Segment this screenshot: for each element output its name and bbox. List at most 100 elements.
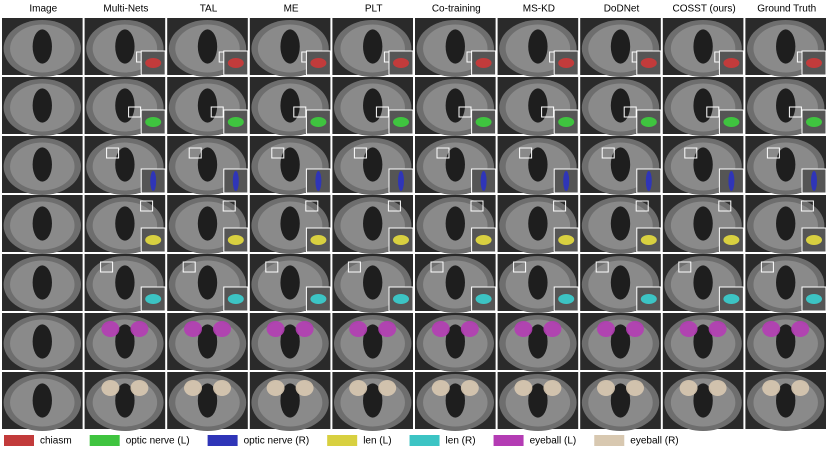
cavity <box>115 265 135 300</box>
cavity <box>363 147 383 182</box>
cavity <box>197 147 218 182</box>
inset-seg <box>398 171 404 191</box>
highlight-box <box>387 200 401 212</box>
ct-tile <box>167 18 249 77</box>
highlight-box <box>684 147 698 159</box>
legend-swatch <box>327 435 358 446</box>
ct-tile <box>662 372 744 431</box>
cavity <box>528 265 548 300</box>
ct-tile <box>332 372 413 431</box>
ct-tile <box>580 195 662 254</box>
cavity <box>363 265 383 300</box>
ct-tile <box>580 77 662 136</box>
eyeball-seg <box>762 321 781 337</box>
highlight-box <box>188 147 202 159</box>
cavity <box>115 206 135 241</box>
ct-tile <box>745 77 827 136</box>
eyeball-seg <box>626 321 645 337</box>
ct-tile <box>580 18 662 77</box>
eyeball-seg <box>708 321 727 337</box>
inset-seg <box>806 235 822 245</box>
cavity <box>610 147 631 182</box>
inset-seg <box>558 117 575 127</box>
eyeball-seg <box>708 380 727 396</box>
column-header: Co-training <box>432 4 481 15</box>
eyeball-seg <box>791 321 810 337</box>
ct-tile <box>662 18 744 77</box>
cavity <box>280 265 300 300</box>
ct-tile <box>167 77 249 136</box>
inset-seg <box>723 117 740 127</box>
inset-seg <box>310 58 327 68</box>
cavity <box>528 147 548 182</box>
highlight-box <box>601 147 615 159</box>
cavity <box>693 206 713 241</box>
ct-tile <box>415 372 496 431</box>
highlight-box <box>271 147 285 159</box>
inset-seg <box>806 294 822 304</box>
highlight-box <box>788 106 802 118</box>
inset-seg <box>640 235 657 245</box>
ct-tile <box>84 254 166 313</box>
ct-tile <box>497 254 579 313</box>
highlight-box <box>595 261 609 273</box>
ct-tile <box>662 254 744 313</box>
cavity <box>528 383 548 418</box>
cavity <box>445 147 465 182</box>
eyeball-seg <box>626 380 645 396</box>
inset-seg <box>227 294 244 304</box>
ct-tile <box>497 313 579 372</box>
ct-tile <box>745 195 827 254</box>
highlight-box <box>706 106 720 118</box>
eyeball-seg <box>295 380 314 396</box>
legend-label: len (L) <box>363 436 391 447</box>
column-header: DoDNet <box>604 4 640 15</box>
column-header: ME <box>284 4 299 15</box>
inset-seg <box>393 58 409 68</box>
inset-seg <box>806 58 822 68</box>
cavity <box>197 383 218 418</box>
eyeball-seg <box>378 321 397 337</box>
cavity <box>693 29 713 64</box>
eyeball-seg <box>101 321 120 337</box>
cavity <box>776 324 796 359</box>
highlight-box <box>470 200 484 212</box>
highlight-box <box>100 261 114 273</box>
eyeball-seg <box>213 380 232 396</box>
inset-seg <box>227 117 244 127</box>
ct-tile <box>2 372 83 431</box>
cavity <box>776 206 796 241</box>
inset-seg <box>475 58 492 68</box>
highlight-box <box>353 147 367 159</box>
eyeball-seg <box>460 321 479 337</box>
ct-tile <box>745 254 827 313</box>
ct-tile <box>497 18 579 77</box>
legend-label: chiasm <box>40 436 72 447</box>
ct-tile <box>415 254 497 313</box>
inset-seg <box>310 117 327 127</box>
highlight-box <box>293 106 307 118</box>
inset-seg <box>806 117 822 127</box>
eyeball-seg <box>431 321 450 337</box>
ct-tile <box>662 77 744 136</box>
legend-label: optic nerve (R) <box>244 436 310 447</box>
eyeball-seg <box>514 321 533 337</box>
cavity <box>280 29 300 64</box>
cavity <box>528 324 548 359</box>
column-header: COSST (ours) <box>673 4 736 15</box>
inset-seg <box>315 171 322 191</box>
highlight-box <box>513 261 527 273</box>
inset-seg <box>475 235 492 245</box>
inset-seg <box>393 235 409 245</box>
inset-seg <box>480 171 487 191</box>
inset-seg <box>558 294 575 304</box>
eyeball-seg <box>596 380 615 396</box>
ct-tile <box>2 195 83 254</box>
ct-tile <box>167 372 248 431</box>
eyeball-seg <box>295 321 314 337</box>
eyeball-seg <box>349 321 368 337</box>
ct-tile <box>249 136 331 195</box>
cavity <box>363 383 383 418</box>
ct-tile <box>662 136 744 195</box>
